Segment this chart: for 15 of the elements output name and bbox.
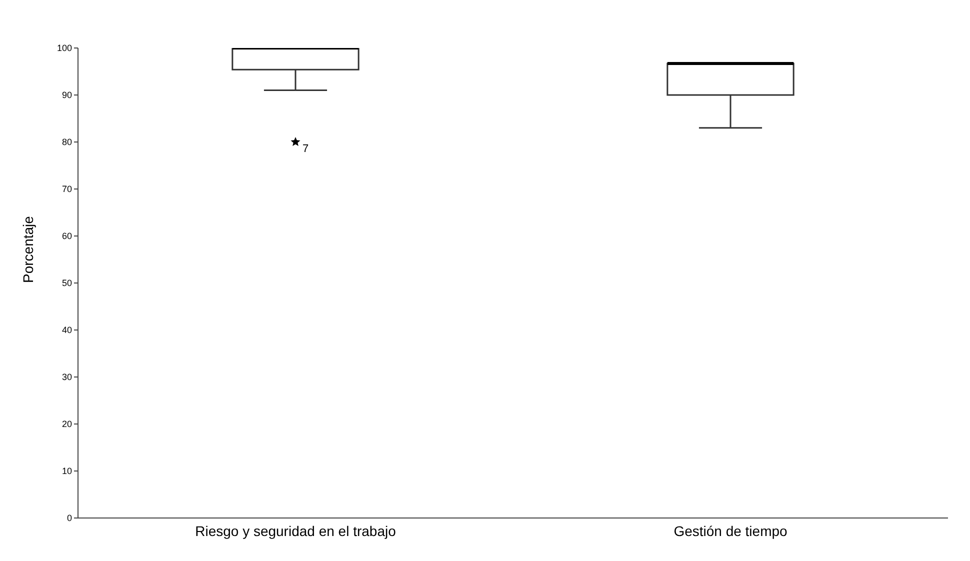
annotation: 7	[302, 143, 309, 155]
y-tick-label: 90	[62, 90, 72, 100]
y-tick-label: 10	[62, 466, 72, 476]
y-tick-label: 50	[62, 278, 72, 288]
y-tick-label: 30	[62, 372, 72, 382]
y-tick-label: 20	[62, 419, 72, 430]
x-tick-label: Gestión de tiempo	[674, 522, 788, 539]
x-tick-label: Riesgo y seguridad en el trabajo	[195, 522, 396, 539]
y-tick-label: 60	[62, 231, 72, 242]
y-axis-title: Porcentaje	[20, 216, 36, 283]
y-tick-label: 80	[62, 137, 72, 148]
y-tick-label: 40	[62, 325, 72, 336]
y-tick-label: 70	[62, 184, 72, 194]
y-tick-label: 100	[56, 43, 72, 54]
y-tick-label: 0	[66, 513, 72, 524]
